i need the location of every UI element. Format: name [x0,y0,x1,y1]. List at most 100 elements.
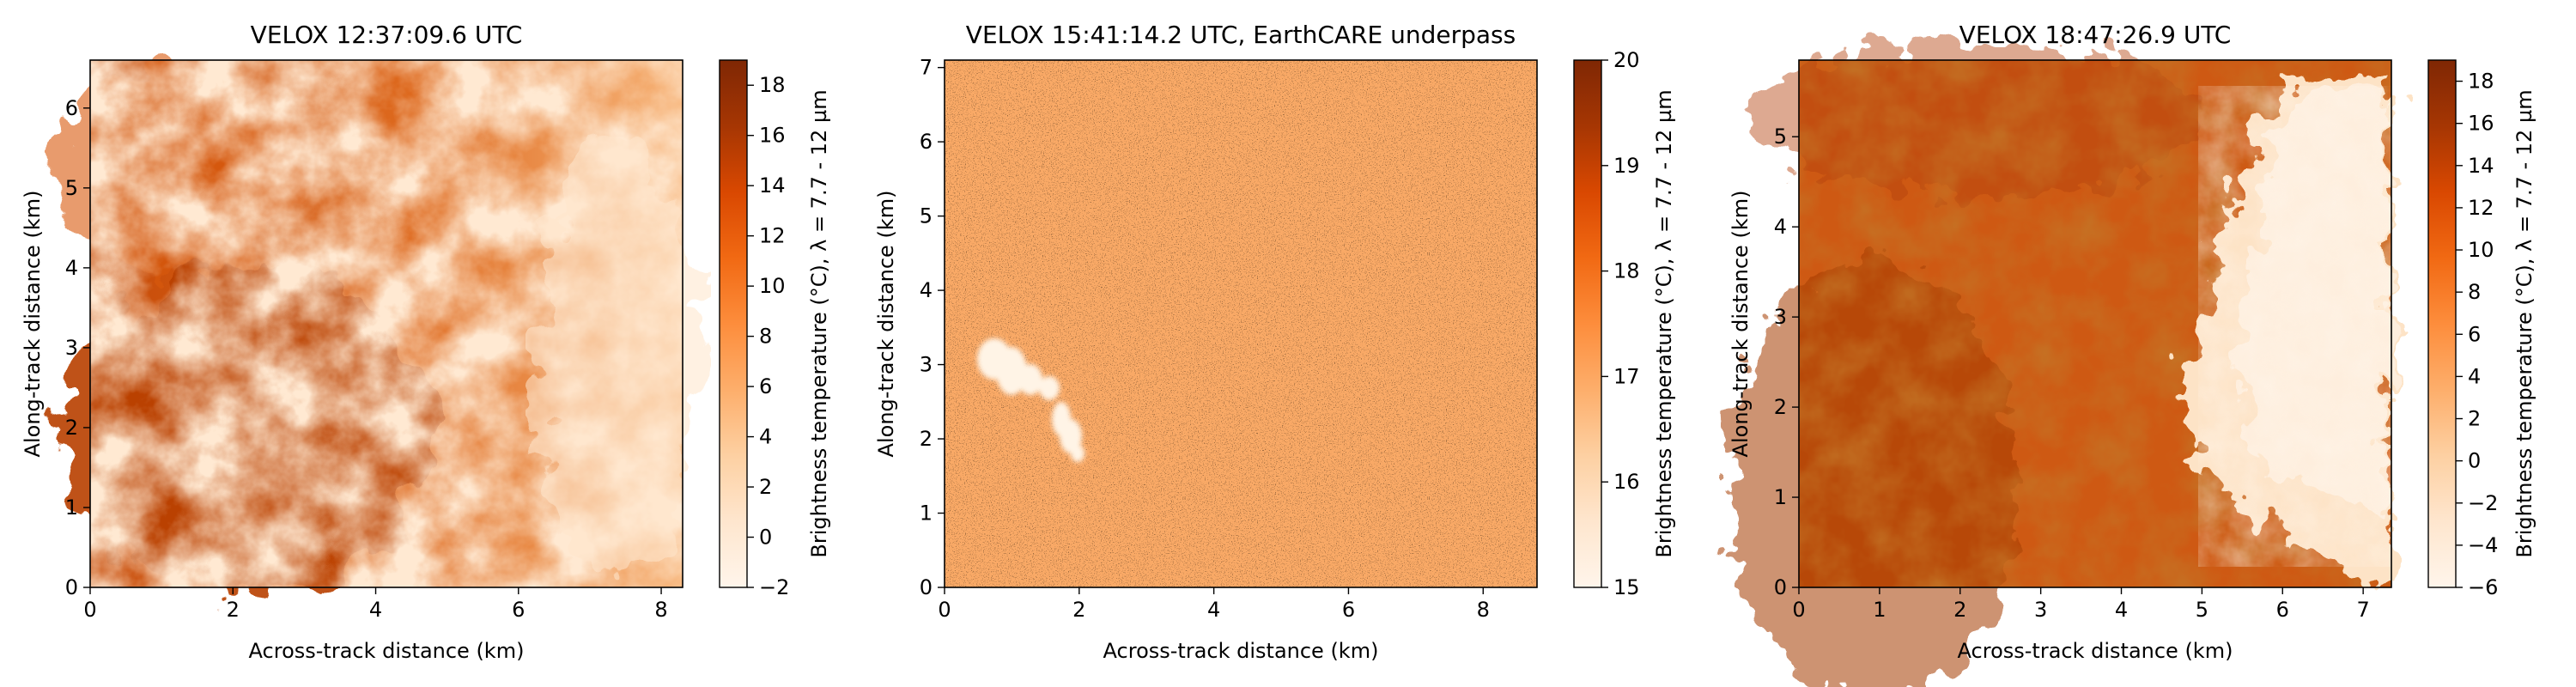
panel-2: VELOX 15:41:14.2 UTC, EarthCARE underpas… [874,21,1676,663]
colorbar-tick-label: −4 [2468,533,2498,557]
y-tick-label: 6 [920,130,933,154]
colorbar-tick-label: 18 [759,73,786,97]
y-tick-label: 1 [920,502,933,526]
y-tick-label: 4 [1774,215,1787,239]
heatmap-image-3 [1726,43,2391,687]
colorbar-tick-label: 10 [759,274,786,298]
colorbar-tick-label: 6 [759,374,772,398]
colorbar-tick-label: 10 [2468,238,2494,262]
colorbar-tick-label: 15 [1613,575,1640,599]
heatmap-image-2 [945,60,1537,587]
y-tick-label: 4 [65,256,78,280]
y-tick-label: 1 [1774,485,1787,509]
x-ticks-3: 0 1 2 3 4 5 6 7 [1792,587,2370,622]
plot-frame-1 [89,59,683,588]
colorbar-tick-label: 20 [1613,48,1640,72]
warm-cloud-patches [977,338,1084,462]
colorbar-tick-label: −6 [2468,575,2498,599]
y-tick-label: 3 [920,353,933,377]
y-ticks-1: 0 1 2 3 4 5 6 [65,96,90,599]
y-ticks-3: 0 1 2 3 4 5 [1774,125,1799,599]
y-tick-label: 3 [65,336,78,360]
x-axis-label-3: Across-track distance (km) [1958,639,2233,663]
chart-title-3: VELOX 18:47:26.9 UTC [1959,21,2232,49]
x-tick-label: 6 [2276,598,2289,622]
y-tick-label: 0 [1774,575,1787,599]
x-axis-label-2: Across-track distance (km) [1103,639,1379,663]
y-axis-label-2: Along-track distance (km) [874,191,898,458]
x-tick-label: 6 [512,598,525,622]
y-tick-label: 2 [920,427,933,451]
colorbar-tick-label: 16 [2468,112,2494,136]
y-tick-label: 5 [920,204,933,228]
colorbar-ticks-1: −2 0 2 4 6 8 10 12 14 16 18 [747,73,789,599]
colorbar-tick-label: 16 [759,124,786,148]
x-tick-label: 8 [1477,598,1490,622]
colorbar-ticks-3: −6 −4 −2 0 2 4 6 8 10 12 14 16 18 [2456,70,2498,599]
x-tick-label: 0 [1792,598,1805,622]
colorbar-tick-label: 18 [1613,259,1640,283]
y-tick-label: 2 [65,416,78,440]
colorbar-tick-label: 2 [759,475,772,499]
colorbar-tick-label: 6 [2468,322,2481,346]
colorbar-label-3: Brightness temperature (°C), λ = 7.7 - 1… [2512,89,2537,557]
y-tick-label: 5 [65,176,78,200]
y-tick-label: 0 [920,575,933,599]
y-tick-label: 1 [65,495,78,520]
x-tick-label: 4 [369,598,382,622]
colorbar-label-2: Brightness temperature (°C), λ = 7.7 - 1… [1652,89,1676,557]
colorbar-tick-label: 0 [759,526,772,550]
colorbar-tick-label: −2 [759,575,789,599]
y-tick-label: 0 [65,575,78,599]
y-ticks-2: 0 1 2 3 4 5 6 7 [920,56,945,599]
x-tick-label: 0 [83,598,96,622]
colorbar-tick-label: 8 [759,325,772,349]
colorbar-2 [1573,59,1602,588]
colorbar-tick-label: 19 [1613,154,1640,178]
colorbar-tick-label: 4 [2468,364,2481,388]
y-tick-label: 3 [1774,305,1787,329]
y-axis-label-1: Along-track distance (km) [21,191,45,458]
x-axis-label-1: Across-track distance (km) [249,639,525,663]
chart-title-2: VELOX 15:41:14.2 UTC, EarthCARE underpas… [966,21,1516,49]
x-tick-label: 2 [1953,598,1966,622]
x-tick-label: 4 [1207,598,1220,622]
colorbar-tick-label: 0 [2468,449,2481,473]
colorbar-tick-label: −2 [2468,491,2498,515]
colorbar-3 [2427,59,2457,588]
x-tick-label: 2 [1072,598,1085,622]
colorbar-tick-label: 12 [759,224,786,248]
colorbar-tick-label: 12 [2468,196,2494,220]
x-tick-label: 5 [2196,598,2208,622]
heatmap-image-1 [52,60,696,593]
plot-frame-2 [944,59,1538,588]
x-tick-label: 3 [2034,598,2047,622]
y-tick-label: 5 [1774,125,1787,149]
y-tick-label: 4 [920,278,933,302]
y-tick-label: 7 [920,56,933,80]
plot-frame-3 [1798,59,2392,588]
colorbar-tick-label: 18 [2468,70,2494,94]
y-tick-label: 6 [65,96,78,120]
x-tick-label: 7 [2357,598,2370,622]
colorbar-tick-label: 4 [759,425,772,449]
colorbar-tick-label: 2 [2468,407,2481,431]
x-tick-label: 6 [1342,598,1355,622]
y-tick-label: 2 [1774,395,1787,419]
colorbar-1 [719,59,748,588]
x-ticks-2: 0 2 4 6 8 [938,587,1490,622]
x-ticks-1: 0 2 4 6 8 [83,587,668,622]
colorbar-tick-label: 16 [1613,470,1640,494]
colorbar-tick-label: 8 [2468,280,2481,304]
colorbar-tick-label: 14 [759,173,786,198]
colorbar-label-1: Brightness temperature (°C), λ = 7.7 - 1… [807,89,831,557]
x-tick-label: 1 [1873,598,1886,622]
colorbar-ticks-2: 15 16 17 18 19 20 [1601,48,1640,599]
x-tick-label: 4 [2115,598,2128,622]
chart-title-1: VELOX 12:37:09.6 UTC [251,21,523,49]
colorbar-tick-label: 17 [1613,364,1640,388]
y-axis-label-3: Along-track distance (km) [1728,191,1753,458]
